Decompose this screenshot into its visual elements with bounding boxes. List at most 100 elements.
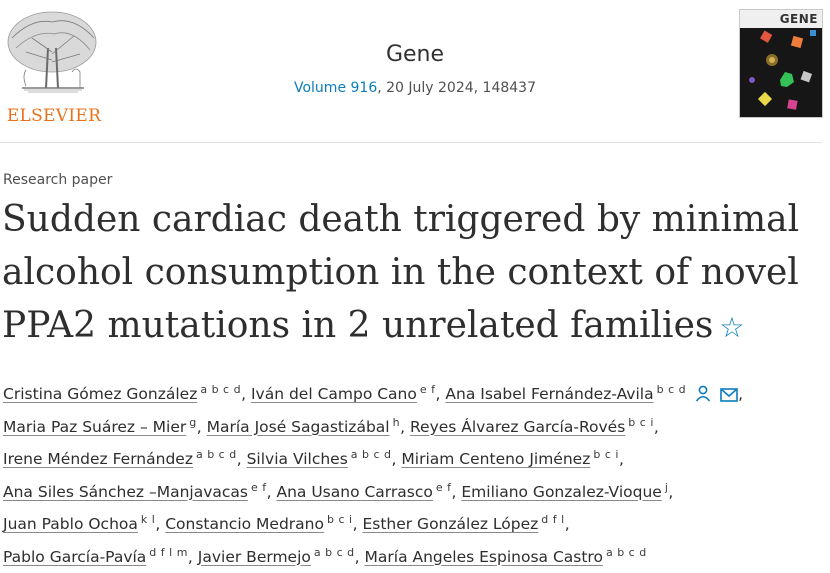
author-line: Ana Siles Sánchez –Manjavacas e f, Ana Us… xyxy=(3,472,823,505)
author-item: Juan Pablo Ochoa k l, xyxy=(3,513,161,533)
affiliation-superscript[interactable]: d f l xyxy=(541,513,565,526)
affiliation-superscript[interactable]: e f xyxy=(435,480,452,494)
author-name[interactable]: Ana Usano Carrasco xyxy=(276,482,433,501)
author-name[interactable]: Emiliano Gonzalez-Vioque xyxy=(461,482,662,501)
cover-art xyxy=(749,30,816,110)
affiliation-superscript[interactable]: a b c d xyxy=(605,545,647,559)
affiliation-superscript[interactable]: a b c d xyxy=(313,545,355,559)
author-separator: , xyxy=(155,515,161,533)
author-separator: , xyxy=(391,450,397,468)
author-name[interactable]: Pablo García-Pavía xyxy=(3,547,147,566)
author-item: Emiliano Gonzalez-Vioque j, xyxy=(461,480,674,501)
affiliation-superscript[interactable]: j xyxy=(664,480,669,494)
author-name[interactable]: Irene Méndez Fernández xyxy=(3,450,193,468)
affiliation-superscript[interactable]: a b c d xyxy=(200,383,242,396)
header-divider xyxy=(0,142,822,143)
author-name[interactable]: Javier Bermejo xyxy=(197,547,311,566)
volume-link[interactable]: Volume 916 xyxy=(293,80,378,96)
cover-label: GENE xyxy=(779,12,818,26)
author-name[interactable]: Cristina Gómez González xyxy=(3,385,198,403)
author-item: Silvia Vilches a b c d, xyxy=(246,448,397,468)
affiliation-superscript[interactable]: b c i xyxy=(628,415,654,429)
author-name[interactable]: Constancio Medrano xyxy=(165,515,324,533)
affiliation-superscript[interactable]: g xyxy=(189,415,197,429)
author-name[interactable]: Ana Siles Sánchez –Manjavacas xyxy=(3,482,248,501)
author-separator: , xyxy=(451,482,457,501)
affiliation-superscript[interactable]: a b c d xyxy=(350,448,392,461)
author-name[interactable]: Esther González López xyxy=(362,515,539,533)
issue-info: Volume 916, 20 July 2024, 148437 xyxy=(0,80,830,96)
publisher-wordmark: ELSEVIER xyxy=(6,106,102,126)
journal-title-container: Gene xyxy=(0,42,830,67)
author-item: Ana Usano Carrasco e f, xyxy=(276,480,457,501)
author-item: Cristina Gómez González a b c d, xyxy=(3,383,247,403)
journal-cover[interactable]: GENE xyxy=(739,9,823,118)
journal-title[interactable]: Gene xyxy=(385,42,445,67)
elsevier-logo[interactable]: ELSEVIER xyxy=(2,8,102,126)
affiliation-superscript[interactable]: b c i xyxy=(593,448,619,461)
author-item: Ana Isabel Fernández-Avila b c d, xyxy=(445,383,744,403)
author-separator: , xyxy=(668,482,674,501)
article-type-label: Research paper xyxy=(3,172,113,188)
author-item: Pablo García-Pavía d f l m, xyxy=(3,545,193,566)
author-line: Irene Méndez Fernández a b c d, Silvia Vi… xyxy=(3,439,823,472)
affiliation-superscript[interactable]: d f l m xyxy=(149,545,188,559)
affiliation-superscript[interactable]: b c d xyxy=(656,383,687,396)
author-item: Reyes Álvarez García-Rovés b c i, xyxy=(409,415,659,436)
author-separator: , xyxy=(187,547,193,566)
author-list: Cristina Gómez González a b c d, Iván del… xyxy=(3,374,823,569)
affiliation-superscript[interactable]: a b c d xyxy=(195,448,237,461)
author-separator: , xyxy=(266,482,272,501)
author-item: Esther González López d f l, xyxy=(362,513,570,533)
author-item: Iván del Campo Cano e f, xyxy=(250,383,441,403)
author-name[interactable]: Silvia Vilches xyxy=(246,450,348,468)
author-separator: , xyxy=(352,515,358,533)
author-separator: , xyxy=(564,515,570,533)
author-separator: , xyxy=(653,417,659,436)
author-name[interactable]: Maria Paz Suárez – Mier xyxy=(3,417,187,436)
author-separator: , xyxy=(196,417,202,436)
author-line: Juan Pablo Ochoa k l, Constancio Medrano b… xyxy=(3,504,823,537)
star-icon[interactable]: ☆ xyxy=(719,311,745,344)
author-name[interactable]: Iván del Campo Cano xyxy=(250,385,417,403)
author-item: María Angeles Espinosa Castro a b c d xyxy=(364,545,647,566)
title-line-3: PPA2 mutations in 2 unrelated families xyxy=(2,305,714,346)
author-separator: , xyxy=(618,450,624,468)
affiliation-superscript[interactable]: b c i xyxy=(326,513,353,526)
elsevier-tree-icon xyxy=(7,11,97,93)
author-line: Pablo García-Pavía d f l m, Javier Bermej… xyxy=(3,537,823,570)
envelope-icon[interactable] xyxy=(720,381,738,414)
author-name[interactable]: Reyes Álvarez García-Rovés xyxy=(409,417,626,436)
author-name[interactable]: María Angeles Espinosa Castro xyxy=(364,547,603,566)
article-header: ELSEVIER Gene Volume 916, 20 July 2024, … xyxy=(0,0,830,140)
author-separator: , xyxy=(435,385,441,403)
affiliation-superscript[interactable]: k l xyxy=(140,513,156,526)
author-item: Miriam Centeno Jiménez b c i, xyxy=(401,448,624,468)
author-item: Javier Bermejo a b c d, xyxy=(197,545,360,566)
affiliation-superscript[interactable]: h xyxy=(392,415,401,429)
title-line-2: alcohol consumption in the context of no… xyxy=(2,252,799,293)
author-item: Ana Siles Sánchez –Manjavacas e f, xyxy=(3,480,272,501)
author-separator: , xyxy=(400,417,406,436)
author-name[interactable]: Miriam Centeno Jiménez xyxy=(401,450,591,468)
article-title: Sudden cardiac death triggered by minima… xyxy=(2,193,812,354)
person-icon[interactable] xyxy=(694,381,712,414)
author-item: Maria Paz Suárez – Mier g, xyxy=(3,415,202,436)
affiliation-superscript[interactable]: e f xyxy=(250,480,267,494)
author-line: Maria Paz Suárez – Mier g, María José Sag… xyxy=(3,407,823,440)
author-name[interactable]: Ana Isabel Fernández-Avila xyxy=(445,385,654,403)
affiliation-superscript[interactable]: e f xyxy=(419,383,436,396)
cover-header-band xyxy=(740,10,822,28)
author-item: Irene Méndez Fernández a b c d, xyxy=(3,448,242,468)
issue-details: , 20 July 2024, 148437 xyxy=(377,80,536,96)
author-item: Constancio Medrano b c i, xyxy=(165,513,358,533)
author-separator: , xyxy=(241,385,247,403)
author-item: María José Sagastizábal h, xyxy=(206,415,406,436)
author-separator: , xyxy=(354,547,360,566)
author-separator: , xyxy=(738,385,744,403)
title-line-1: Sudden cardiac death triggered by minima… xyxy=(2,199,800,240)
author-name[interactable]: María José Sagastizábal xyxy=(206,417,390,436)
author-line: Cristina Gómez González a b c d, Iván del… xyxy=(3,374,823,407)
author-name[interactable]: Juan Pablo Ochoa xyxy=(3,515,138,533)
author-separator: , xyxy=(236,450,242,468)
